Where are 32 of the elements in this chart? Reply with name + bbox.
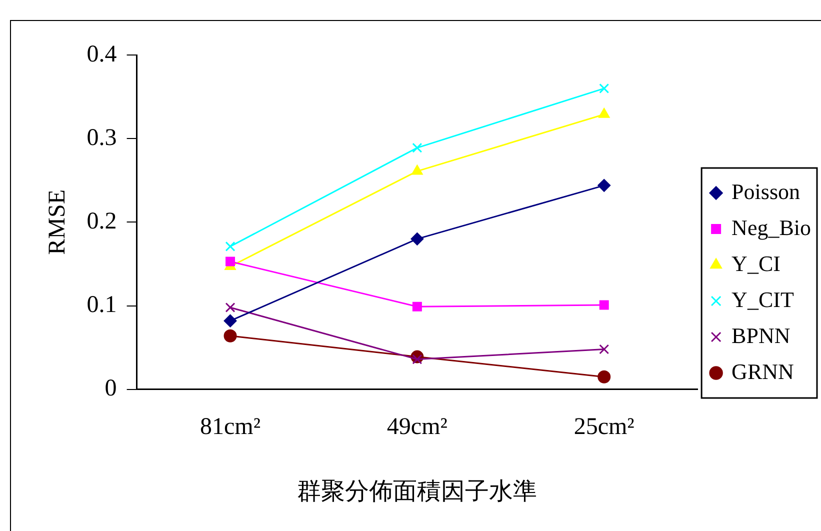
x-tick-label: 81cm² xyxy=(200,414,261,440)
point xyxy=(225,302,236,312)
point xyxy=(599,83,610,94)
point xyxy=(224,314,237,328)
point xyxy=(411,164,423,175)
point xyxy=(224,329,237,342)
y-tick-label: 0 xyxy=(104,376,117,402)
point xyxy=(412,354,422,364)
legend-label: GRNN xyxy=(732,358,794,384)
point xyxy=(410,232,424,246)
point xyxy=(412,302,422,312)
legend-label: Poisson xyxy=(732,178,800,204)
y-tick-label: 0.4 xyxy=(86,41,117,68)
legend-label: BPNN xyxy=(732,322,790,348)
x-axis-title: 群聚分佈面積因子水準 xyxy=(297,478,538,505)
point xyxy=(599,300,609,310)
x-tick-label: 49cm² xyxy=(386,414,448,440)
legend-label: Y_CIT xyxy=(732,286,794,312)
point xyxy=(599,344,610,354)
legend-label: Neg_Bio xyxy=(732,214,812,240)
point xyxy=(412,142,422,153)
point xyxy=(598,370,611,384)
y-tick-label: 0.2 xyxy=(86,208,117,234)
point xyxy=(225,241,236,252)
legend-label: Y_CI xyxy=(732,250,780,276)
x-tick-label: 25cm² xyxy=(574,414,634,440)
y-tick-label: 0.3 xyxy=(86,124,117,151)
point xyxy=(598,178,611,192)
y-axis-title: RMSE xyxy=(44,190,71,255)
point xyxy=(598,108,610,118)
y-tick-label: 0.1 xyxy=(86,292,117,318)
point xyxy=(226,256,236,266)
